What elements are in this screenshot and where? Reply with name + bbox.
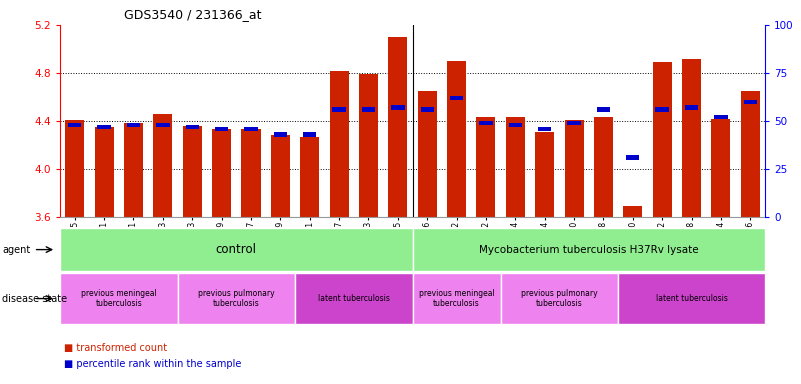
Bar (417, 91, 437, 217)
Bar (329, 71, 348, 217)
Bar (505, 118, 525, 217)
Bar (714, 115, 727, 119)
Bar (535, 132, 554, 217)
Bar (743, 100, 757, 104)
Bar (60, 273, 178, 324)
Bar (183, 126, 202, 217)
Text: ■ transformed count: ■ transformed count (64, 343, 167, 353)
Bar (618, 273, 765, 324)
Bar (413, 228, 765, 271)
Bar (623, 206, 642, 217)
Bar (332, 107, 346, 111)
Bar (391, 106, 405, 109)
Text: previous pulmonary
tuberculosis: previous pulmonary tuberculosis (198, 289, 275, 308)
Text: agent: agent (2, 245, 30, 255)
Bar (626, 156, 639, 160)
Bar (501, 273, 618, 324)
Text: Mycobacterium tuberculosis H37Rv lysate: Mycobacterium tuberculosis H37Rv lysate (479, 245, 698, 255)
Bar (711, 119, 731, 217)
Text: GDS3540 / 231366_at: GDS3540 / 231366_at (124, 8, 262, 21)
Bar (594, 118, 613, 217)
Bar (95, 127, 114, 217)
Bar (509, 123, 522, 127)
Bar (303, 132, 316, 136)
Bar (362, 107, 375, 111)
Bar (156, 123, 170, 127)
Text: previous pulmonary
tuberculosis: previous pulmonary tuberculosis (521, 289, 598, 308)
Bar (153, 114, 172, 217)
Bar (477, 118, 496, 217)
Bar (244, 127, 258, 131)
Bar (655, 107, 669, 111)
Bar (388, 37, 408, 217)
Bar (124, 123, 143, 217)
Bar (413, 273, 501, 324)
Bar (65, 120, 84, 217)
Text: latent tuberculosis: latent tuberculosis (655, 294, 727, 303)
Bar (682, 59, 701, 217)
Bar (565, 120, 584, 217)
Bar (685, 106, 698, 109)
Bar (567, 121, 581, 125)
Bar (68, 123, 82, 127)
Text: latent tuberculosis: latent tuberculosis (318, 294, 390, 303)
Bar (241, 129, 260, 217)
Bar (359, 74, 378, 217)
Text: disease state: disease state (2, 293, 67, 304)
Bar (186, 125, 199, 129)
Text: previous meningeal
tuberculosis: previous meningeal tuberculosis (81, 289, 157, 308)
Bar (421, 107, 434, 111)
Bar (653, 62, 672, 217)
Text: ■ percentile rank within the sample: ■ percentile rank within the sample (64, 359, 241, 369)
Text: previous meningeal
tuberculosis: previous meningeal tuberculosis (419, 289, 494, 308)
Bar (479, 121, 493, 125)
Text: control: control (215, 243, 257, 256)
Bar (741, 91, 760, 217)
Bar (60, 228, 413, 271)
Bar (295, 273, 413, 324)
Bar (212, 129, 231, 217)
Bar (450, 96, 463, 100)
Bar (597, 107, 610, 111)
Bar (538, 127, 551, 131)
Bar (300, 137, 320, 217)
Bar (178, 273, 295, 324)
Bar (215, 127, 228, 131)
Bar (127, 123, 140, 127)
Bar (271, 136, 290, 217)
Bar (274, 132, 287, 136)
Bar (447, 61, 466, 217)
Bar (98, 125, 111, 129)
